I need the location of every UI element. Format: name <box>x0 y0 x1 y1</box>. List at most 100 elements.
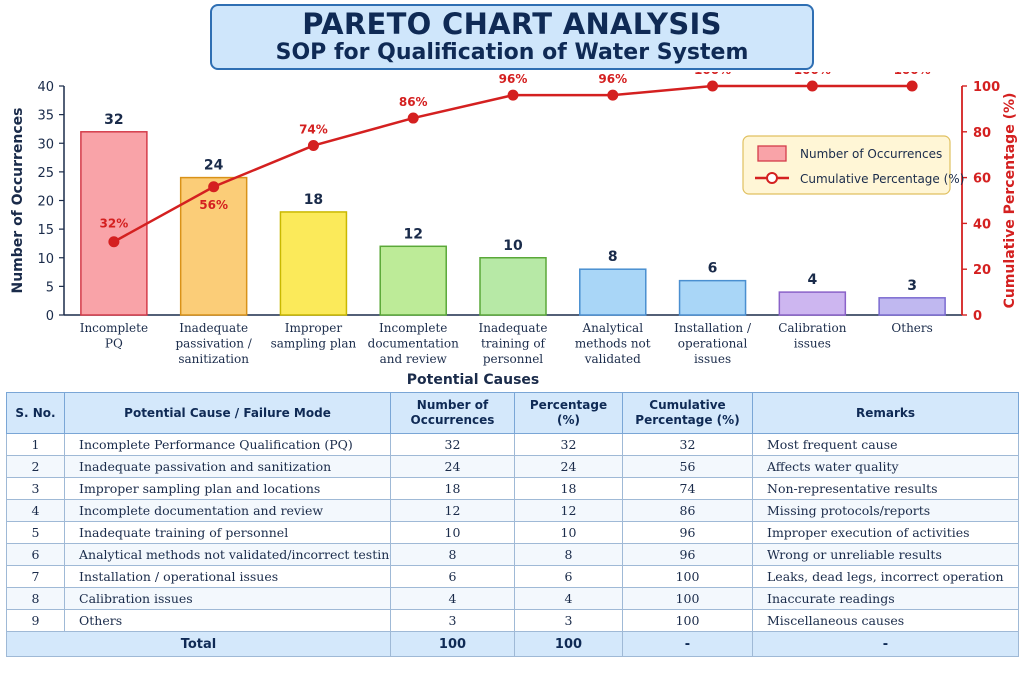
table-cell: Wrong or unreliable results <box>752 543 1019 566</box>
table-cell: 8 <box>390 543 515 566</box>
table-row: 2 Inadequate passivation and sanitization… <box>6 455 1019 478</box>
y2-axis-title: Cumulative Percentage (%) <box>1002 93 1018 309</box>
table-cell: 100 <box>622 587 753 610</box>
y2-tick-label: 0 <box>973 309 982 324</box>
legend-box <box>742 135 951 195</box>
table-cell: 4 <box>6 499 65 522</box>
legend-swatch-marker <box>766 172 778 184</box>
table-row: 7 Installation / operational issues 6 6 100 L… <box>6 565 1019 588</box>
legend-swatch-bar <box>757 145 787 162</box>
x-tick-label: passivation / <box>175 337 252 351</box>
table-header-cell: Potential Cause / Failure Mode <box>64 392 391 434</box>
table-cell: Calibration issues <box>64 587 391 610</box>
table-header-cell: Number of Occurrences <box>390 392 515 434</box>
table-cell: 2 <box>6 455 65 478</box>
x-tick-label: and review <box>380 352 448 366</box>
chart-subtitle: SOP for Qualification of Water System <box>275 40 749 65</box>
cumulative-point <box>407 112 419 124</box>
y-tick-label: 0 <box>46 309 54 324</box>
cumulative-label: 74% <box>299 123 328 137</box>
bar-value-label: 6 <box>708 261 718 277</box>
y-tick-label: 15 <box>37 223 54 238</box>
y2-tick-label: 20 <box>973 263 991 278</box>
table-cell: 9 <box>6 609 65 632</box>
table-cell: 8 <box>6 587 65 610</box>
x-tick-label: training of <box>481 337 547 351</box>
y-tick-label: 20 <box>37 195 54 210</box>
title-box: PARETO CHART ANALYSIS SOP for Qualificat… <box>210 4 814 70</box>
cumulative-point <box>806 80 818 92</box>
table-cell: 86 <box>622 499 753 522</box>
y-tick-label: 30 <box>37 137 54 152</box>
bar-value-label: 32 <box>104 112 123 128</box>
cumulative-label: 100% <box>694 72 731 77</box>
table-cell: 8 <box>514 543 623 566</box>
x-tick-label: issues <box>794 337 831 351</box>
table-cell: 56 <box>622 455 753 478</box>
table-cell: Most frequent cause <box>752 433 1019 456</box>
x-tick-label: Analytical <box>582 321 644 335</box>
y-axis-title: Number of Occurrences <box>10 107 26 293</box>
cumulative-point <box>906 80 918 92</box>
x-tick-label: Incomplete <box>379 321 447 335</box>
table-cell: 100 <box>622 609 753 632</box>
table-cell: 3 <box>6 477 65 500</box>
x-tick-label: methods not <box>575 337 651 351</box>
cumulative-point <box>607 89 619 101</box>
table-cell: 96 <box>622 543 753 566</box>
x-tick-label: Installation / <box>674 321 752 335</box>
table-cell: 6 <box>390 565 515 588</box>
table-header-cell: Cumulative Percentage (%) <box>622 392 753 434</box>
pareto-chart: 0 5 10 15 20 25 30 35 40 0 20 40 60 80 100 Number of Oc… <box>10 72 1018 388</box>
y2-tick-label: 80 <box>973 126 991 141</box>
table-cell: Missing protocols/reports <box>752 499 1019 522</box>
y-tick-label: 40 <box>37 80 54 95</box>
table-row: 4 Incomplete documentation and review 12 12… <box>6 499 1019 522</box>
table-cell: Others <box>64 609 391 632</box>
table-header-row: S. No. Potential Cause / Failure Mode Numb… <box>6 392 1019 434</box>
table-cell: Analytical methods not validated/incorre… <box>64 543 391 566</box>
table-cell: Leaks, dead legs, incorrect operation <box>752 565 1019 588</box>
chart-title: PARETO CHART ANALYSIS <box>302 7 722 41</box>
bar-value-label: 3 <box>907 278 917 294</box>
table-row: 6 Analytical methods not validated/incorr… <box>6 543 1019 566</box>
y-tick-label: 25 <box>37 166 54 181</box>
x-tick-label: Incomplete <box>80 321 148 335</box>
table-cell: Affects water quality <box>752 455 1019 478</box>
cumulative-label: 96% <box>598 72 627 86</box>
bar-value-label: 4 <box>807 272 817 288</box>
bar-value-label: 10 <box>503 238 523 254</box>
table-row: 8 Calibration issues 4 4 100 Inaccurate readi… <box>6 587 1019 610</box>
cumulative-point <box>507 89 519 101</box>
cumulative-point <box>108 236 120 248</box>
table-row: 5 Inadequate training of personnel 10 10 96 I… <box>6 521 1019 544</box>
y-tick-label: 5 <box>46 280 54 295</box>
x-tick-label: operational <box>678 337 748 351</box>
table-cell: 10 <box>390 521 515 544</box>
y-tick-label: 35 <box>37 109 54 124</box>
cumulative-label: 56% <box>199 198 228 212</box>
bar <box>80 131 148 316</box>
table-cell: 5 <box>6 521 65 544</box>
cumulative-label: 86% <box>399 95 428 109</box>
cumulative-point <box>707 80 719 92</box>
bar-value-label: 12 <box>403 226 422 242</box>
table-header-cell: Remarks <box>752 392 1019 434</box>
total-cell: 100 <box>514 631 623 657</box>
table-cell: 24 <box>390 455 515 478</box>
cumulative-point <box>307 140 319 152</box>
table-cell: 7 <box>6 565 65 588</box>
table-cell: 1 <box>6 433 65 456</box>
x-tick-label: PQ <box>105 337 123 351</box>
table-cell: 32 <box>390 433 515 456</box>
table-row: 1 Incomplete Performance Qualification (P… <box>6 433 1019 456</box>
bar <box>678 279 747 316</box>
bar-value-label: 18 <box>304 192 323 208</box>
table-cell: Inadequate passivation and sanitization <box>64 455 391 478</box>
x-axis-title: Potential Causes <box>407 372 540 388</box>
bar <box>479 257 547 316</box>
x-tick-label: validated <box>584 352 641 366</box>
cumulative-label: 100% <box>794 72 831 77</box>
legend-label-bar: Number of Occurrences <box>800 147 942 161</box>
table-cell: Incomplete documentation and review <box>64 499 391 522</box>
